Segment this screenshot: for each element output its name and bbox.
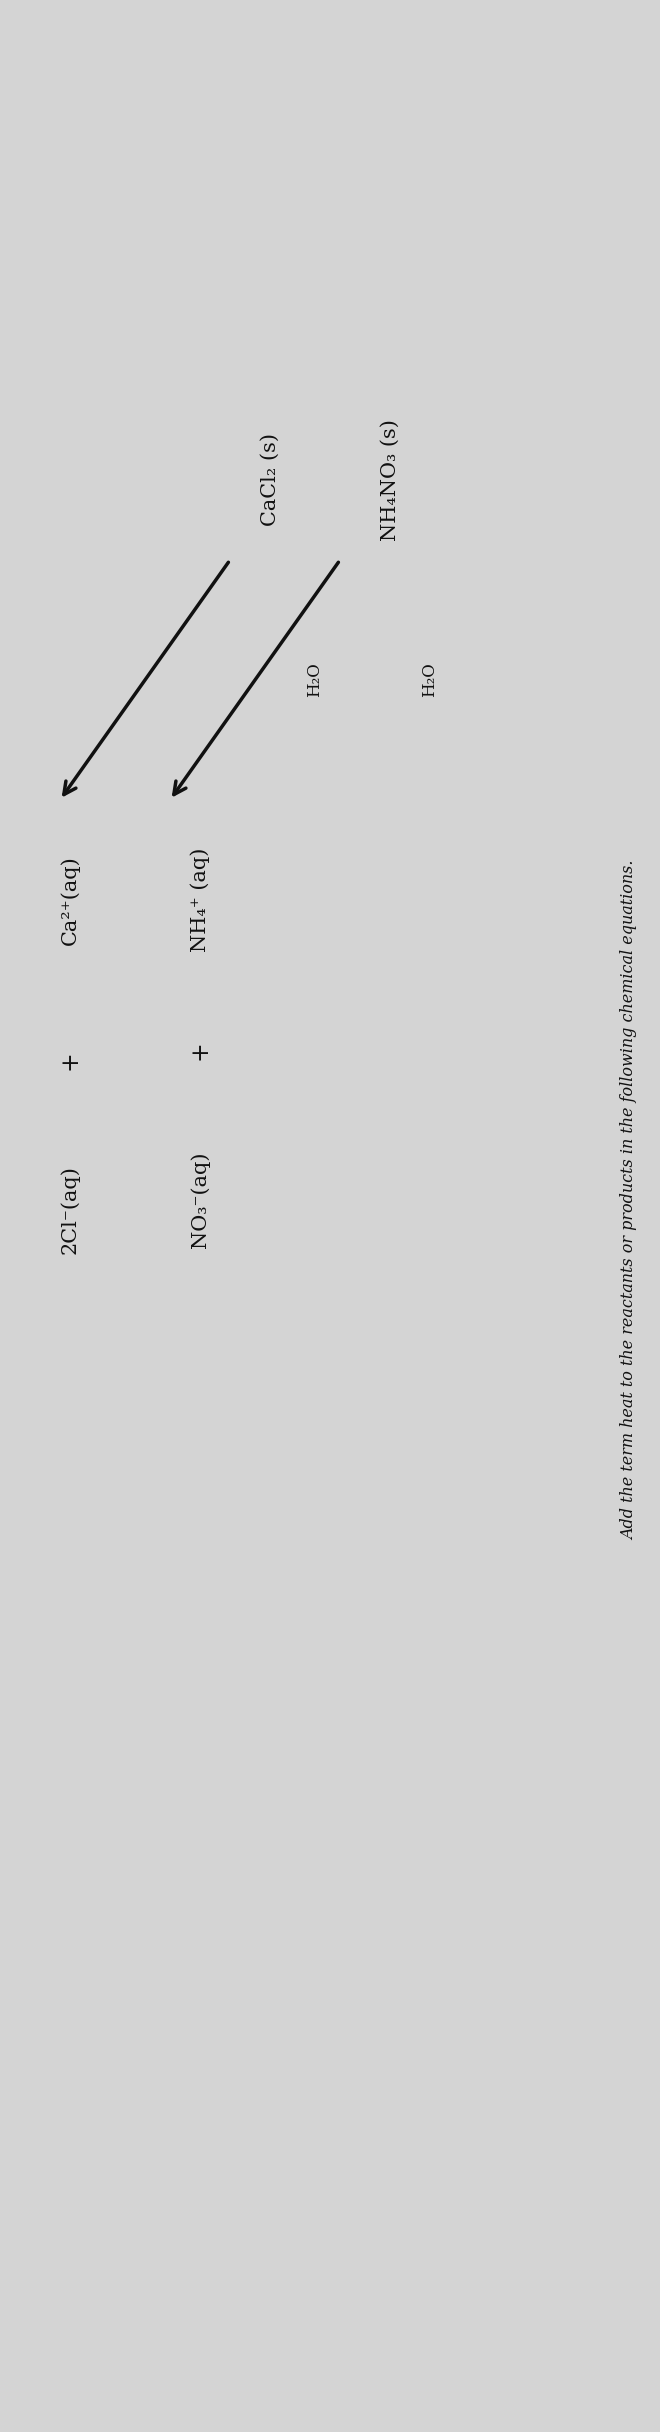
Text: H₂O: H₂O <box>422 662 438 698</box>
Text: H₂O: H₂O <box>306 662 323 698</box>
Text: CaCl₂ (s): CaCl₂ (s) <box>261 433 279 525</box>
Text: +: + <box>189 1041 211 1060</box>
Text: +: + <box>59 1051 81 1070</box>
Text: 2Cl⁻(aq): 2Cl⁻(aq) <box>60 1165 80 1255</box>
Text: NH₄⁺ (aq): NH₄⁺ (aq) <box>190 849 210 953</box>
Text: NH₄NO₃ (s): NH₄NO₃ (s) <box>381 418 399 540</box>
Text: Add the term heat to the reactants or products in the following chemical equatio: Add the term heat to the reactants or pr… <box>622 861 638 1539</box>
Text: NO₃⁻(aq): NO₃⁻(aq) <box>190 1153 210 1248</box>
Text: Ca²⁺(aq): Ca²⁺(aq) <box>60 856 80 946</box>
